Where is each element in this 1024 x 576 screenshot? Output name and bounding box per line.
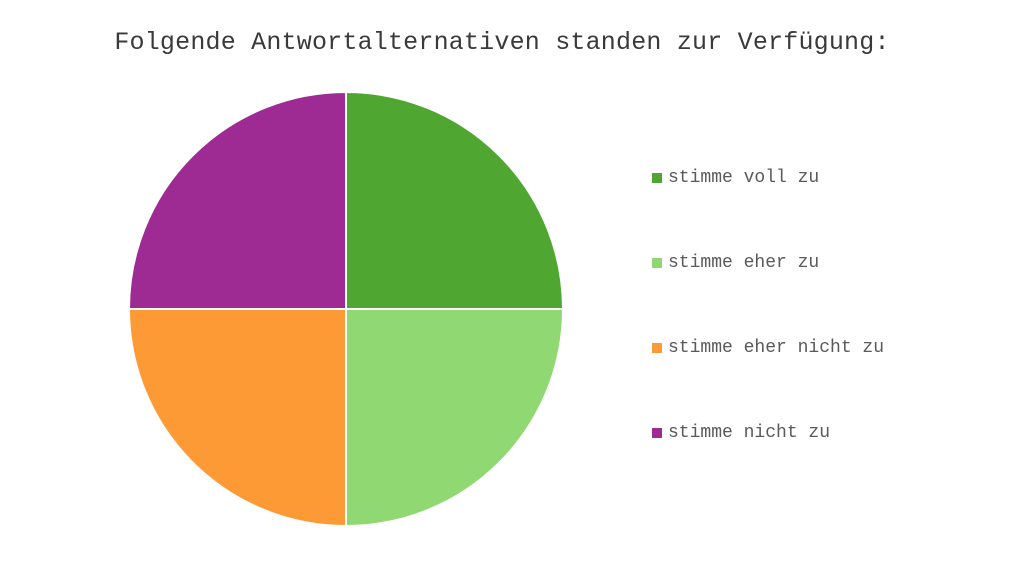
legend-swatch: [652, 258, 662, 268]
pie-slice-stimme-nicht-zu: [127, 90, 347, 310]
legend-item-stimme-voll-zu: stimme voll zu: [652, 166, 819, 190]
legend-item-stimme-nicht-zu: stimme nicht zu: [652, 421, 830, 445]
pie-slice-stimme-voll-zu: [345, 90, 565, 310]
legend-item-stimme-eher-nicht-zu: stimme eher nicht zu: [652, 336, 884, 360]
pie-slice-stimme-eher-nicht-zu: [127, 308, 347, 528]
legend-label: stimme voll zu: [668, 168, 820, 188]
legend-label: stimme nicht zu: [668, 423, 831, 443]
legend-label: stimme eher nicht zu: [668, 338, 885, 358]
legend-swatch: [652, 428, 662, 438]
chart-title: Folgende Antwortalternativen standen zur…: [114, 28, 890, 57]
legend-label: stimme eher zu: [668, 253, 820, 273]
legend-swatch: [652, 343, 662, 353]
pie-slice-stimme-eher-zu: [345, 308, 565, 528]
legend-swatch: [652, 173, 662, 183]
legend-item-stimme-eher-zu: stimme eher zu: [652, 251, 819, 275]
